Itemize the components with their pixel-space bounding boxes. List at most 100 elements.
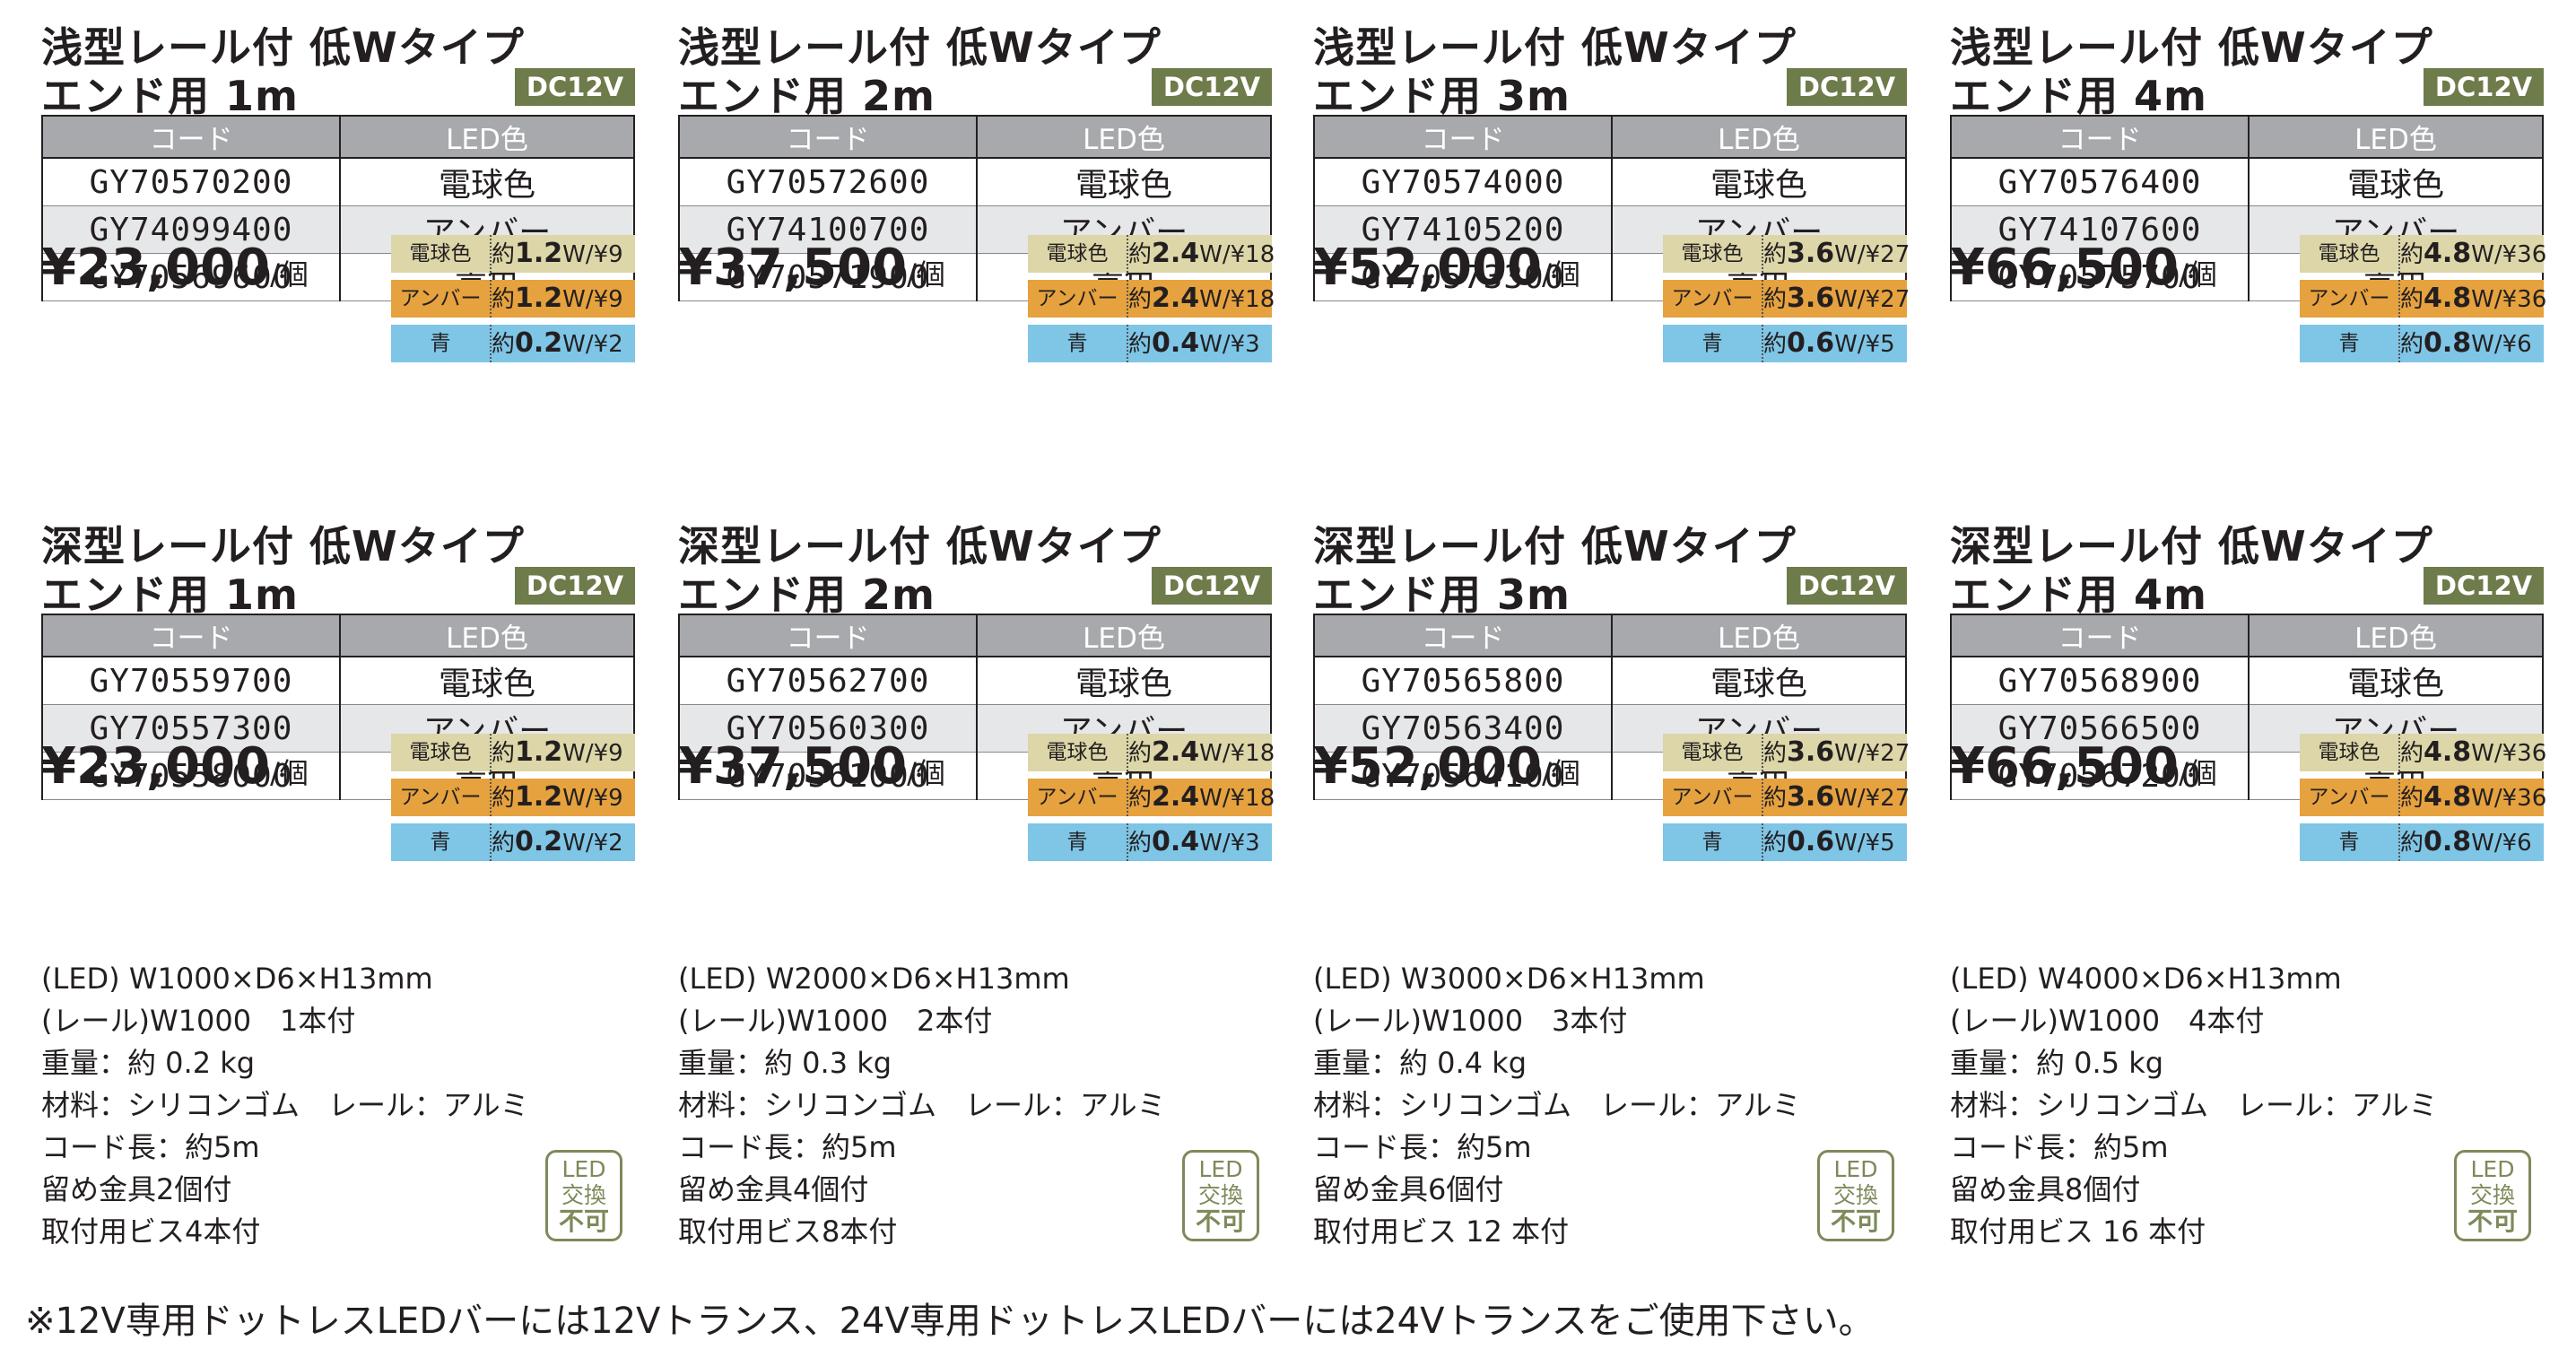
spec-prefix: 約 xyxy=(492,331,516,358)
header-led-color: LED色 xyxy=(976,115,1272,159)
voltage-badge: DC12V xyxy=(2424,567,2544,605)
led-note-line2: 交換 xyxy=(1197,1182,1243,1208)
table-header-row: コード LED色 xyxy=(1950,115,2544,159)
product-card: 浅型レール付 低Wタイプ エンド用 2m DC12V コード LED色 GY7057260… xyxy=(678,23,1275,445)
product-title-line1: 深型レール付 低Wタイプ xyxy=(1313,522,1797,570)
spec-color-name: アンバー xyxy=(2308,287,2390,310)
price-unit: /個 xyxy=(907,257,945,292)
spec-value: 約2.4W/¥18 xyxy=(1127,734,1275,771)
table-header-row: コード LED色 xyxy=(1950,614,2544,657)
spec-description: (LED) W3000×D6×H13mm (レール)W1000 3本付 重量：約 0… xyxy=(1313,958,1851,1253)
product-title-line2: エンド用 2m xyxy=(678,72,936,120)
description-line: (LED) W4000×D6×H13mm xyxy=(1950,962,2342,996)
spec-watt: 0.8 xyxy=(2424,826,2472,857)
voltage-badge: DC12V xyxy=(1152,68,1272,106)
led-color: 電球色 xyxy=(2248,656,2544,705)
spec-prefix: 約 xyxy=(1763,241,1788,268)
price-amount: ¥66,500 xyxy=(1950,737,2180,796)
power-spec: アンバー 約3.6W/¥27 xyxy=(1663,280,1910,318)
led-not-replaceable-mark: LED 交換 不可 xyxy=(1182,1150,1259,1241)
product-title-line2: エンド用 3m xyxy=(1313,72,1571,120)
spec-prefix: 約 xyxy=(1128,241,1153,268)
price-amount: ¥23,000 xyxy=(41,239,271,297)
spec-watt: 1.2 xyxy=(515,238,563,269)
spec-watt: 0.2 xyxy=(515,327,563,359)
product-code: GY70571900 xyxy=(678,253,978,301)
power-spec: 電球色 約4.8W/¥36 xyxy=(2300,235,2547,273)
spec-suffix: W/¥18 xyxy=(1199,740,1275,767)
product-code: GY70572600 xyxy=(678,157,978,206)
spec-value: 約2.4W/¥18 xyxy=(1127,779,1275,816)
spec-color-name: 青 xyxy=(430,332,451,355)
spec-prefix: 約 xyxy=(492,785,516,812)
product-code: GY70569600 xyxy=(41,253,341,301)
description-line: 重量：約 0.5 kg xyxy=(1950,1046,2164,1080)
product-title: 深型レール付 低Wタイプ エンド用 4m xyxy=(1950,522,2434,619)
spec-color-name: 青 xyxy=(2338,831,2360,854)
table-header-row: コード LED色 xyxy=(678,115,1272,159)
product-code: GY70574000 xyxy=(1313,157,1613,206)
product-code-table: コード LED色 GY70565800 電球色 GY70563400 アンバー GY7056… xyxy=(1313,614,1907,800)
price: ¥37,500/個 xyxy=(678,239,945,297)
header-code: コード xyxy=(41,115,341,159)
led-color: 電球色 xyxy=(339,157,635,206)
spec-prefix: 約 xyxy=(1763,785,1788,812)
product-card: 浅型レール付 低Wタイプ エンド用 1m DC12V コード LED色 GY7057020… xyxy=(41,23,635,445)
spec-watt: 0.4 xyxy=(1152,327,1200,359)
header-led-color: LED色 xyxy=(1611,115,1907,159)
product-title: 浅型レール付 低Wタイプ エンド用 3m xyxy=(1313,23,1797,120)
power-spec: 電球色 約1.2W/¥9 xyxy=(391,235,635,273)
voltage-badge: DC12V xyxy=(515,68,635,106)
led-note-line1: LED xyxy=(2470,1156,2515,1182)
table-row: GY74100700 アンバー xyxy=(678,205,1272,254)
spec-prefix: 約 xyxy=(2400,286,2424,313)
spec-color-name: 電球色 xyxy=(1681,242,1744,266)
description-line: (レール)W1000 1本付 xyxy=(41,1004,356,1038)
product-code: GY70565800 xyxy=(1313,656,1613,705)
product-code: GY74100700 xyxy=(678,205,978,254)
description-line: 留め金具8個付 xyxy=(1950,1172,2141,1206)
product-card: 浅型レール付 低Wタイプ エンド用 4m DC12V コード LED色 GY7057640… xyxy=(1950,23,2547,445)
spec-suffix: W/¥2 xyxy=(562,331,623,358)
spec-prefix: 約 xyxy=(1763,331,1788,358)
spec-prefix: 約 xyxy=(1763,830,1788,857)
product-code: GY74107600 xyxy=(1950,205,2250,254)
spec-watt: 3.6 xyxy=(1787,238,1835,269)
power-spec: 青 約0.4W/¥3 xyxy=(1028,823,1272,861)
price-amount: ¥52,000 xyxy=(1313,737,1543,796)
header-led-color: LED色 xyxy=(339,614,635,657)
table-row: GY70557300 アンバー xyxy=(41,704,635,753)
description-line: 重量：約 0.2 kg xyxy=(41,1046,256,1080)
product-title-line2: エンド用 3m xyxy=(1313,570,1571,619)
product-code-table: コード LED色 GY70568900 電球色 GY70566500 アンバー GY7056… xyxy=(1950,614,2544,800)
table-row: GY70574000 電球色 xyxy=(1313,157,1907,206)
table-row: GY70563400 アンバー xyxy=(1313,704,1907,753)
header-code: コード xyxy=(678,614,978,657)
voltage-badge: DC12V xyxy=(515,567,635,605)
power-spec: アンバー 約1.2W/¥9 xyxy=(391,779,635,816)
spec-prefix: 約 xyxy=(2400,241,2424,268)
product-title-line2: エンド用 1m xyxy=(41,72,299,120)
led-color: 電球色 xyxy=(1611,656,1907,705)
spec-value: 約4.8W/¥36 xyxy=(2398,734,2546,771)
led-color: 電球色 xyxy=(339,656,635,705)
price-unit: /個 xyxy=(270,257,309,292)
spec-suffix: W/¥36 xyxy=(2471,241,2547,268)
footnote: ※12V専用ドットレスLEDバーには12Vトランス、24V専用ドットレスLEDバ… xyxy=(25,1301,1875,1342)
led-not-replaceable-mark: LED 交換 不可 xyxy=(2454,1150,2531,1241)
led-note-line1: LED xyxy=(561,1156,606,1182)
spec-value: 約0.8W/¥6 xyxy=(2398,325,2546,362)
spec-color-name: 青 xyxy=(2338,332,2360,355)
led-note-line3: 不可 xyxy=(1830,1206,1881,1236)
spec-watt: 1.2 xyxy=(515,283,563,314)
price-amount: ¥23,000 xyxy=(41,737,271,796)
spec-suffix: W/¥27 xyxy=(1834,241,1910,268)
power-spec: 電球色 約3.6W/¥27 xyxy=(1663,235,1910,273)
table-header-row: コード LED色 xyxy=(41,614,635,657)
price-amount: ¥37,500 xyxy=(678,737,908,796)
price-amount: ¥37,500 xyxy=(678,239,908,297)
spec-watt: 0.4 xyxy=(1152,826,1200,857)
spec-color-name: 青 xyxy=(1066,831,1088,854)
spec-value: 約0.2W/¥2 xyxy=(490,325,637,362)
description-line: 取付用ビス4本付 xyxy=(41,1214,261,1249)
